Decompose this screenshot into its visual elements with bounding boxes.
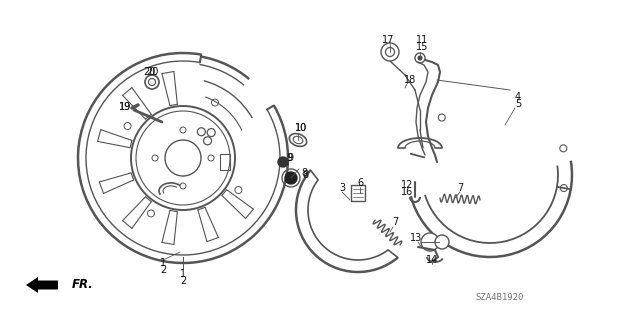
- Text: 11: 11: [416, 35, 428, 45]
- Text: 2: 2: [160, 265, 166, 275]
- Circle shape: [385, 48, 394, 56]
- Text: 10: 10: [295, 123, 307, 133]
- Text: 9: 9: [287, 153, 293, 163]
- Text: 15: 15: [416, 42, 428, 52]
- Text: 19: 19: [119, 102, 131, 112]
- Circle shape: [285, 172, 297, 184]
- Text: 7: 7: [457, 183, 463, 193]
- Circle shape: [381, 43, 399, 61]
- Text: 17: 17: [382, 35, 394, 45]
- Text: 4: 4: [515, 92, 521, 102]
- Text: 7: 7: [392, 217, 398, 227]
- Text: 3: 3: [339, 183, 345, 193]
- Text: 14: 14: [426, 255, 438, 265]
- Text: SZA4B1920: SZA4B1920: [476, 293, 524, 302]
- Text: 2: 2: [180, 276, 186, 286]
- Text: 19: 19: [119, 102, 131, 112]
- Text: 1: 1: [180, 269, 186, 279]
- Text: 9: 9: [286, 153, 292, 163]
- Text: 5: 5: [515, 99, 521, 109]
- Text: 1: 1: [160, 258, 166, 268]
- Ellipse shape: [293, 136, 303, 144]
- Circle shape: [435, 235, 449, 249]
- Text: 8: 8: [301, 168, 307, 178]
- FancyArrow shape: [26, 277, 58, 293]
- Circle shape: [421, 233, 439, 251]
- Text: 12: 12: [401, 180, 413, 190]
- Ellipse shape: [289, 134, 307, 146]
- Text: 20: 20: [146, 67, 158, 77]
- Text: 6: 6: [357, 178, 363, 188]
- Circle shape: [278, 157, 288, 167]
- Text: 8: 8: [302, 170, 308, 180]
- Circle shape: [415, 53, 425, 63]
- Text: 20: 20: [143, 67, 155, 77]
- Circle shape: [418, 56, 422, 60]
- Text: 10: 10: [295, 123, 307, 133]
- Text: 16: 16: [401, 187, 413, 197]
- Text: FR.: FR.: [72, 278, 93, 292]
- Text: 13: 13: [410, 233, 422, 243]
- Text: 18: 18: [404, 75, 416, 85]
- Circle shape: [145, 75, 159, 89]
